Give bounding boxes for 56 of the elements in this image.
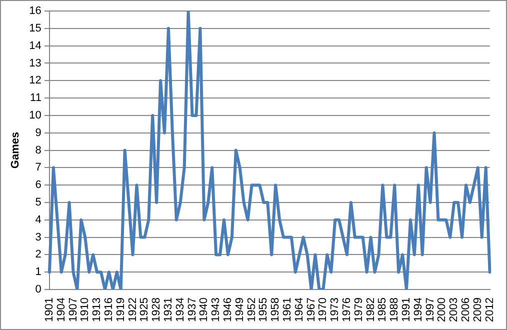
- x-tick-label: 1955: [258, 298, 270, 322]
- x-tick-label: 1901: [43, 298, 56, 322]
- x-tick-label: 2012: [484, 298, 496, 322]
- x-tick-label: 1982: [364, 298, 377, 322]
- x-tick-label: 1952: [246, 298, 258, 322]
- x-tick-label: 1913: [91, 298, 104, 322]
- y-tick-label: 1: [35, 266, 42, 278]
- x-tick-label: 1988: [388, 298, 401, 322]
- y-tick-label: 10: [29, 109, 42, 122]
- x-tick-label: 1919: [114, 298, 127, 322]
- x-tick-label: 1973: [329, 298, 342, 322]
- x-tick-label: 1907: [67, 298, 80, 322]
- x-tick-label: 1967: [305, 298, 318, 322]
- x-tick-label: 1994: [412, 298, 424, 322]
- y-axis-title: Games: [10, 132, 22, 169]
- y-tick-label: 4: [35, 214, 42, 226]
- y-tick-label: 8: [35, 144, 42, 156]
- x-tick-label: 1925: [138, 298, 151, 322]
- y-tick-label: 2: [35, 248, 42, 261]
- y-tick-label: 13: [29, 57, 42, 70]
- x-tick-label: 1997: [424, 298, 436, 322]
- x-tick-label: 1970: [317, 298, 330, 322]
- x-tick-label: 1928: [150, 298, 163, 322]
- x-tick-label: 1976: [341, 298, 354, 322]
- x-tick-label: 1934: [174, 298, 186, 322]
- x-tick-label: 1940: [198, 298, 210, 322]
- x-tick-label: 1961: [282, 298, 294, 322]
- y-tick-label: 6: [35, 179, 42, 192]
- y-tick-label: 14: [29, 40, 42, 52]
- y-tick-label: 15: [29, 22, 42, 34]
- x-tick-label: 1991: [400, 298, 413, 322]
- x-tick-label: 1910: [79, 298, 92, 322]
- x-tick-label: 2000: [436, 298, 448, 322]
- x-tick-label: 2009: [472, 298, 484, 322]
- y-tick-label: 9: [35, 126, 42, 139]
- x-tick-label: 1985: [376, 298, 389, 322]
- y-tick-label: 5: [35, 196, 42, 209]
- x-tick-label: 1958: [270, 298, 282, 322]
- x-tick-label: 1931: [162, 298, 174, 322]
- x-tick-label: 1937: [186, 298, 198, 322]
- y-tick-label: 3: [35, 231, 42, 244]
- x-tick-label: 1979: [352, 298, 365, 322]
- y-tick-label: 12: [29, 74, 42, 87]
- x-tick-label: 1904: [55, 298, 68, 322]
- y-tick-label: 11: [30, 92, 42, 104]
- x-tick-label: 1922: [126, 298, 139, 322]
- x-tick-label: 1946: [222, 298, 234, 322]
- x-tick-label: 1949: [234, 298, 246, 322]
- x-tick-label: 2003: [448, 298, 460, 322]
- y-tick-label: 7: [35, 162, 42, 174]
- x-tick-label: 1943: [210, 298, 222, 322]
- y-tick-label: 0: [35, 284, 42, 296]
- x-tick-label: 2006: [460, 298, 472, 322]
- x-tick-label: 1964: [293, 298, 306, 322]
- y-tick-label: 16: [29, 5, 42, 18]
- x-tick-label: 1916: [102, 298, 115, 322]
